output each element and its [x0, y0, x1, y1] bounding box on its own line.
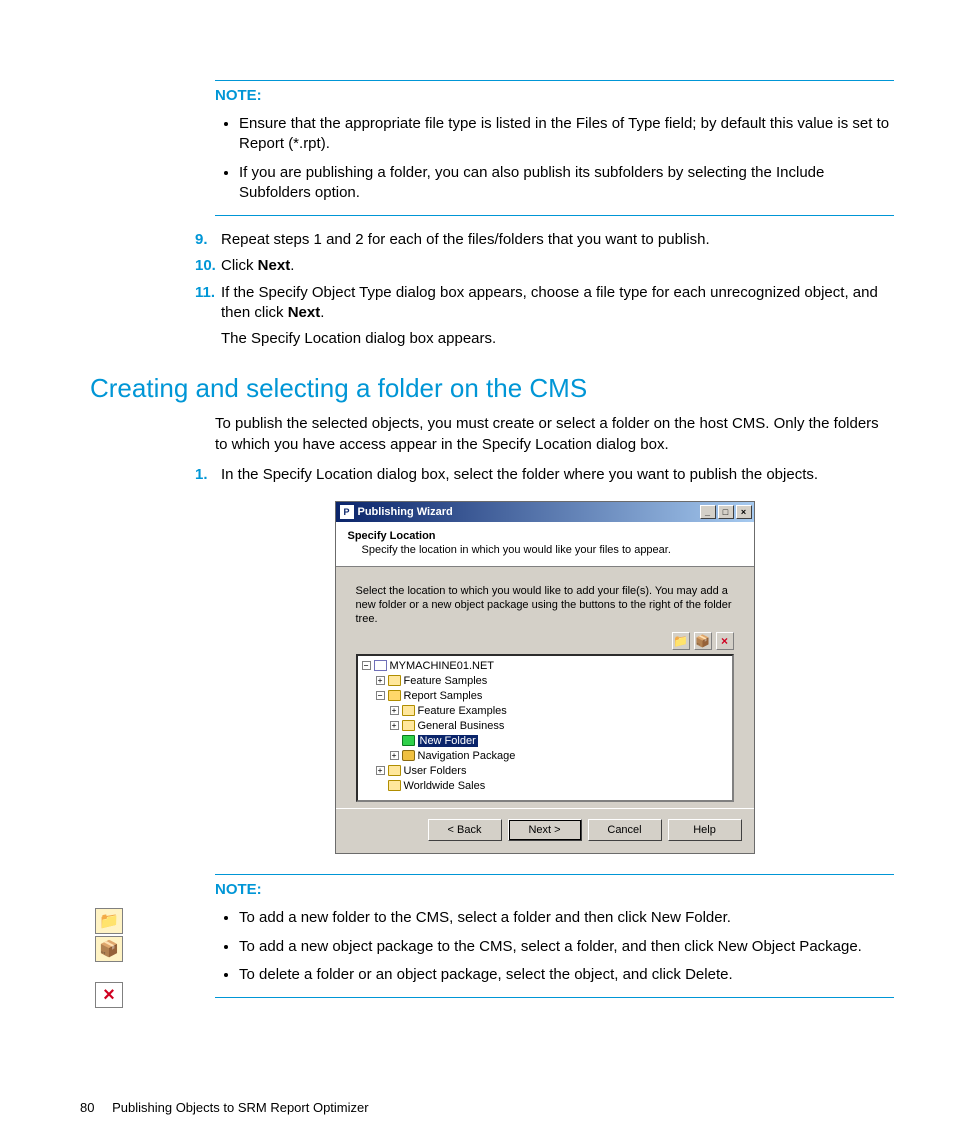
delete-icon: ×	[95, 982, 123, 1008]
note-label-1: NOTE:	[215, 87, 894, 104]
new-package-icon: 📦	[95, 936, 123, 962]
delete-button[interactable]: ×	[716, 632, 734, 650]
server-icon	[374, 660, 387, 671]
step-10-c: .	[290, 257, 294, 274]
dialog-header-title: Specify Location	[348, 530, 742, 542]
note-label-2: NOTE:	[215, 881, 894, 898]
note2-list: To add a new folder to the CMS, select a…	[215, 908, 894, 985]
dialog-titlebar: P Publishing Wizard _ □ ×	[336, 502, 754, 522]
tree-n2c-label: New Folder	[418, 735, 478, 747]
page-footer: 80 Publishing Objects to SRM Report Opti…	[80, 1100, 369, 1115]
note1-list: Ensure that the appropriate file type is…	[215, 114, 894, 203]
note1-b2: If you are publishing a folder, you can …	[239, 163, 894, 204]
step-9: 9. Repeat steps 1 and 2 for each of the …	[195, 230, 894, 250]
page-number: 80	[80, 1100, 94, 1115]
note2-b2: To add a new object package to the CMS, …	[239, 937, 894, 957]
step-11-followup: The Specify Location dialog box appears.	[221, 329, 894, 349]
step-10-b: Next	[258, 257, 291, 274]
tree-n2a-label: Feature Examples	[418, 705, 507, 717]
step-9-text: Repeat steps 1 and 2 for each of the fil…	[221, 230, 894, 250]
note2-rule-bottom	[215, 997, 894, 998]
cancel-button[interactable]: Cancel	[588, 819, 662, 841]
folder-icon	[402, 705, 415, 716]
step-10: 10. Click Next.	[195, 256, 894, 276]
step-1-num: 1.	[195, 465, 221, 485]
tree-worldwide-sales[interactable]: Worldwide Sales	[362, 778, 728, 793]
folder-icon	[402, 720, 415, 731]
step-1: 1. In the Specify Location dialog box, s…	[195, 465, 894, 485]
help-button[interactable]: Help	[668, 819, 742, 841]
tree-root-label: MYMACHINE01.NET	[390, 660, 495, 672]
step-9-num: 9.	[195, 230, 221, 250]
tree-user-folders[interactable]: +User Folders	[362, 763, 728, 778]
dialog-app-icon: P	[340, 505, 354, 519]
dialog-header-subtitle: Specify the location in which you would …	[362, 544, 742, 556]
tree-root[interactable]: −MYMACHINE01.NET	[362, 658, 728, 673]
note2-b1: To add a new folder to the CMS, select a…	[239, 908, 894, 928]
tree-report-samples[interactable]: −Report Samples	[362, 688, 728, 703]
section-intro: To publish the selected objects, you mus…	[215, 414, 894, 455]
note1-b1: Ensure that the appropriate file type is…	[239, 114, 894, 155]
tree-n2b-label: General Business	[418, 720, 505, 732]
close-button[interactable]: ×	[736, 505, 752, 519]
step-11-c: .	[320, 304, 324, 321]
step-11: 11. If the Specify Object Type dialog bo…	[195, 283, 894, 324]
step-10-a: Click	[221, 257, 258, 274]
note2-rule-top	[215, 874, 894, 875]
new-folder-icon: 📁	[95, 908, 123, 934]
publishing-wizard-dialog: P Publishing Wizard _ □ × Specify Locati…	[335, 501, 755, 854]
step-1-text: In the Specify Location dialog box, sele…	[221, 465, 894, 485]
folder-tree[interactable]: −MYMACHINE01.NET +Feature Samples −Repor…	[356, 654, 734, 802]
step-11-text: If the Specify Object Type dialog box ap…	[221, 283, 894, 324]
note-rule-bottom-1	[215, 215, 894, 216]
tree-general-business[interactable]: +General Business	[362, 718, 728, 733]
tree-feature-samples[interactable]: +Feature Samples	[362, 673, 728, 688]
folder-icon	[388, 765, 401, 776]
folder-new-icon	[402, 735, 415, 746]
tree-n2-label: Report Samples	[404, 690, 483, 702]
tree-new-folder[interactable]: New Folder	[362, 733, 728, 748]
tree-n4-label: Worldwide Sales	[404, 780, 486, 792]
step-11-num: 11.	[195, 283, 221, 303]
dialog-header: Specify Location Specify the location in…	[336, 522, 754, 567]
minimize-button[interactable]: _	[700, 505, 716, 519]
section-heading: Creating and selecting a folder on the C…	[90, 373, 894, 404]
tree-n1-label: Feature Samples	[404, 675, 488, 687]
maximize-button[interactable]: □	[718, 505, 734, 519]
folder-icon	[388, 780, 401, 791]
new-folder-button[interactable]: 📁	[672, 632, 690, 650]
step-11-b: Next	[288, 304, 321, 321]
next-button[interactable]: Next >	[508, 819, 582, 841]
package-icon	[402, 750, 415, 761]
new-package-button[interactable]: 📦	[694, 632, 712, 650]
folder-open-icon	[388, 690, 401, 701]
tree-navigation-package[interactable]: +Navigation Package	[362, 748, 728, 763]
step-10-text: Click Next.	[221, 256, 894, 276]
dialog-title: Publishing Wizard	[358, 506, 700, 518]
note-rule-top	[215, 80, 894, 81]
tree-n3-label: User Folders	[404, 765, 467, 777]
tree-n2d-label: Navigation Package	[418, 750, 516, 762]
tree-feature-examples[interactable]: +Feature Examples	[362, 703, 728, 718]
dialog-instructions: Select the location to which you would l…	[356, 585, 734, 626]
step-10-num: 10.	[195, 256, 221, 276]
folder-icon	[388, 675, 401, 686]
note2-b3: To delete a folder or an object package,…	[239, 965, 894, 985]
back-button[interactable]: < Back	[428, 819, 502, 841]
chapter-title: Publishing Objects to SRM Report Optimiz…	[112, 1100, 368, 1115]
